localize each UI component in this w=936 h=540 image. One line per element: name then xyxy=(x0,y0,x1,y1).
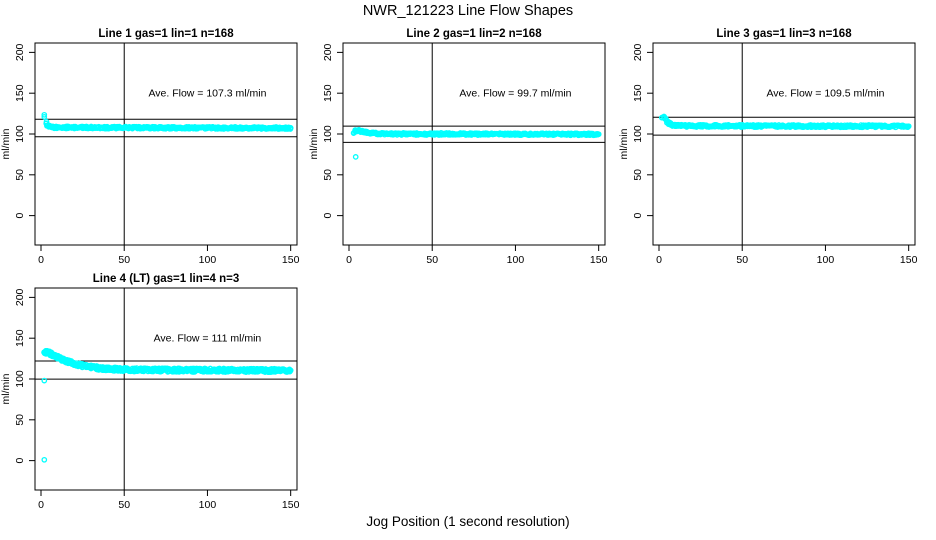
y-tick-label: 200 xyxy=(632,43,644,61)
y-tick-label: 200 xyxy=(14,43,26,61)
y-tick-label: 50 xyxy=(632,169,644,181)
x-tick-label: 0 xyxy=(38,499,44,511)
plot-box xyxy=(34,42,298,246)
panel-svg: Line 1 gas=1 lin=1 n=168 0 50 100 150 0 50 100 1… xyxy=(0,28,300,266)
y-tick-label: 50 xyxy=(14,169,26,181)
x-tick-label: 100 xyxy=(199,499,217,511)
y-tick-label: 100 xyxy=(322,125,334,143)
x-tick-label: 150 xyxy=(590,254,608,266)
panel-svg: Line 4 (LT) gas=1 lin=4 n=3 0 50 100 150 0 50 1… xyxy=(0,273,300,511)
data-points xyxy=(41,111,294,132)
y-tick-label: 200 xyxy=(322,43,334,61)
y-tick-label: 150 xyxy=(632,84,644,102)
y-tick-label: 50 xyxy=(14,414,26,426)
plot-box xyxy=(342,42,606,246)
panel-line-3: Line 3 gas=1 lin=3 n=168 0 50 100 150 0 50 100 1… xyxy=(618,25,930,271)
y-axis: 0 50 100 150 200 xyxy=(14,288,35,464)
y-tick-label: 150 xyxy=(322,84,334,102)
x-tick-label: 100 xyxy=(199,254,217,266)
x-tick-label: 50 xyxy=(118,499,130,511)
x-tick-label: 150 xyxy=(900,254,918,266)
y-tick-label: 0 xyxy=(322,213,334,219)
outlier-point xyxy=(41,114,48,120)
y-tick-label: 150 xyxy=(14,84,26,102)
y-axis-title: ml/min xyxy=(0,373,12,404)
data-points xyxy=(350,126,602,160)
panel-svg: Line 3 gas=1 lin=3 n=168 0 50 100 150 0 50 100 1… xyxy=(618,28,918,266)
ave-flow-annotation: Ave. Flow = 109.5 ml/min xyxy=(766,88,884,100)
y-axis-title: ml/min xyxy=(308,128,320,159)
data-point xyxy=(595,131,602,138)
outlier-point xyxy=(41,456,48,463)
panel-line-2: Line 2 gas=1 lin=2 n=168 0 50 100 150 0 50 100 1… xyxy=(308,25,620,271)
panel-line-1: Line 1 gas=1 lin=1 n=168 0 50 100 150 0 50 100 1… xyxy=(0,25,312,271)
x-axis: 0 50 100 150 xyxy=(38,490,300,511)
y-tick-label: 0 xyxy=(14,213,26,219)
x-tick-label: 150 xyxy=(282,499,300,511)
x-axis: 0 50 100 150 xyxy=(38,245,300,266)
x-tick-label: 0 xyxy=(656,254,662,266)
y-tick-label: 0 xyxy=(14,458,26,464)
y-tick-label: 100 xyxy=(14,370,26,388)
data-points xyxy=(41,347,294,463)
y-axis-title: ml/min xyxy=(618,128,630,159)
x-tick-label: 0 xyxy=(346,254,352,266)
y-axis-title: ml/min xyxy=(0,128,12,159)
data-points xyxy=(659,113,912,131)
x-axis-label: Jog Position (1 second resolution) xyxy=(366,514,570,529)
outlier-point xyxy=(41,377,48,384)
plot-box xyxy=(652,42,916,246)
y-axis: 0 50 100 150 200 xyxy=(322,43,343,219)
data-point xyxy=(287,367,294,374)
y-axis: 0 50 100 150 200 xyxy=(14,43,35,219)
x-tick-label: 0 xyxy=(38,254,44,266)
y-tick-label: 50 xyxy=(322,169,334,181)
outlier-point xyxy=(352,154,359,160)
data-point xyxy=(905,123,912,130)
y-axis: 0 50 100 150 200 xyxy=(632,43,653,219)
panel-title: Line 4 (LT) gas=1 lin=4 n=3 xyxy=(93,273,239,285)
y-tick-label: 0 xyxy=(632,213,644,219)
outlier-point xyxy=(41,111,48,118)
ave-flow-annotation: Ave. Flow = 99.7 ml/min xyxy=(459,88,571,100)
x-tick-label: 100 xyxy=(507,254,525,266)
y-tick-label: 100 xyxy=(632,125,644,143)
y-tick-label: 150 xyxy=(14,329,26,347)
data-point xyxy=(904,124,911,131)
x-axis: 0 50 100 150 xyxy=(346,245,608,266)
panel-title: Line 2 gas=1 lin=2 n=168 xyxy=(406,28,542,40)
panel-title: Line 3 gas=1 lin=3 n=168 xyxy=(716,28,852,40)
x-tick-label: 50 xyxy=(736,254,748,266)
outlier-point xyxy=(661,113,667,120)
data-point xyxy=(287,125,294,131)
ave-flow-annotation: Ave. Flow = 107.3 ml/min xyxy=(148,88,266,100)
x-tick-label: 150 xyxy=(282,254,300,266)
x-tick-label: 50 xyxy=(426,254,438,266)
y-tick-label: 100 xyxy=(14,125,26,143)
x-tick-label: 100 xyxy=(817,254,835,266)
x-tick-label: 50 xyxy=(118,254,130,266)
y-tick-label: 200 xyxy=(14,288,26,306)
panel-title: Line 1 gas=1 lin=1 n=168 xyxy=(98,28,234,40)
panel-line-4: Line 4 (LT) gas=1 lin=4 n=3 0 50 100 150 0 50 1… xyxy=(0,270,312,516)
panel-svg: Line 2 gas=1 lin=2 n=168 0 50 100 150 0 50 100 1… xyxy=(308,28,608,266)
ave-flow-annotation: Ave. Flow = 111 ml/min xyxy=(154,333,262,345)
figure-title: NWR_121223 Line Flow Shapes xyxy=(362,3,574,19)
plot-box xyxy=(34,287,298,491)
x-axis: 0 50 100 150 xyxy=(656,245,918,266)
